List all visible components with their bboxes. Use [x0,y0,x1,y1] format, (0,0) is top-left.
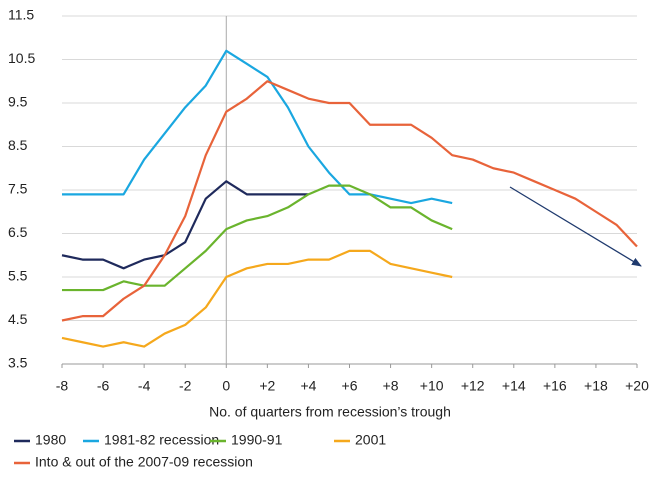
legend-label: 1990-91 [231,432,283,448]
y-tick-label: 3.5 [8,355,28,371]
x-tick-label: -2 [179,378,192,394]
x-tick-label: -8 [56,378,69,394]
x-tick-label: +12 [461,378,485,394]
x-axis-label: No. of quarters from recession’s trough [209,404,451,420]
x-tick-label: +16 [543,378,567,394]
series-line [62,184,453,292]
y-tick-label: 11.5 [8,7,34,23]
y-tick-label: 8.5 [8,137,28,153]
x-tick-label: +2 [259,378,275,394]
x-tick-label: +8 [383,378,399,394]
x-tick-label: +14 [502,378,526,394]
series-line [61,180,309,270]
legend-label: 1981-82 recession [104,432,219,448]
x-tick-label: -6 [97,378,110,394]
y-tick-label: 10.5 [8,50,35,66]
y-tick-label: 5.5 [8,268,28,284]
x-tick-label: +6 [342,378,358,394]
series-line [62,49,453,205]
legend-label: 2001 [355,432,386,448]
series-line [61,249,453,348]
trend-arrow [509,186,642,267]
series-line [61,80,638,322]
y-tick-label: 9.5 [8,94,28,110]
x-tick-label: +18 [584,378,608,394]
y-tick-label: 6.5 [8,224,28,240]
y-tick-label: 4.5 [8,311,28,327]
x-tick-label: 0 [222,378,230,394]
y-tick-label: 7.5 [8,181,28,197]
x-tick-label: +20 [625,378,649,394]
x-tick-label: -4 [138,378,151,394]
x-tick-label: +4 [300,378,316,394]
x-tick-label: +10 [420,378,444,394]
legend-label: 1980 [35,432,66,448]
legend-label: Into & out of the 2007-09 recession [35,454,253,470]
